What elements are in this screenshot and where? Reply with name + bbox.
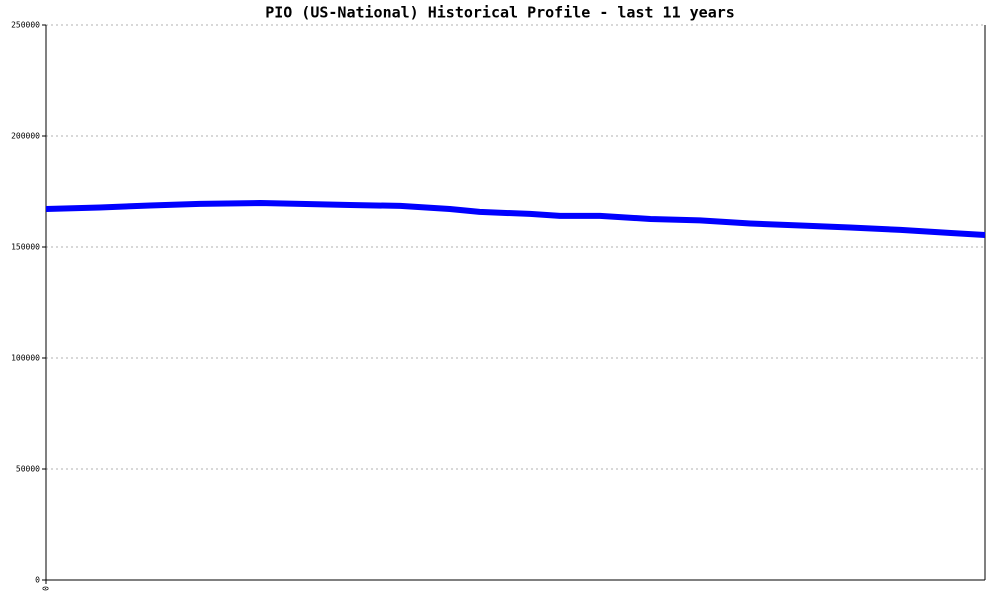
y-tick-label: 50000: [16, 465, 40, 474]
data-line: [45, 200, 986, 238]
chart-title: PIO (US-National) Historical Profile - l…: [265, 4, 735, 22]
x-tick-label: 0: [42, 586, 51, 591]
y-tick-label: 100000: [11, 354, 40, 363]
y-tick-label: 150000: [11, 243, 40, 252]
y-tick-label: 200000: [11, 132, 40, 141]
y-tick-label: 250000: [11, 21, 40, 30]
y-tick-label: 0: [35, 576, 40, 585]
